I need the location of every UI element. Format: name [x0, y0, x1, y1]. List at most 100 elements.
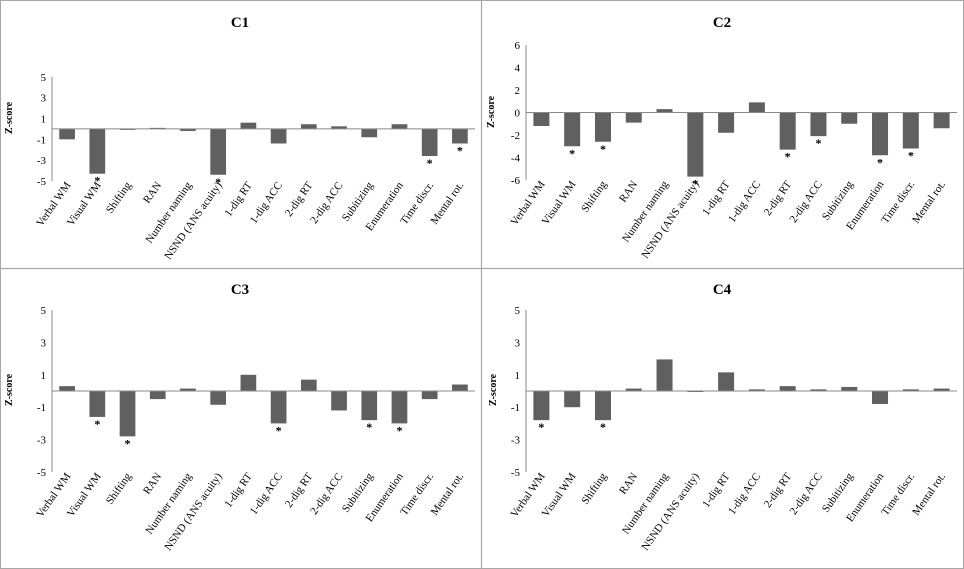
bar-ran: [149, 391, 166, 400]
bar-1-dig-acc: [748, 389, 765, 391]
bar-2-dig-acc: [331, 126, 347, 129]
chart-title: C4: [713, 282, 732, 298]
bar-verbal-wm: [533, 391, 550, 421]
bar-2-dig-rt: [300, 124, 317, 129]
bar-mental-rot-: [452, 384, 468, 391]
significance-marker: *: [600, 142, 606, 156]
bar-number-naming: [656, 109, 673, 113]
y-tick-label: -1: [37, 134, 46, 146]
y-tick-label: -3: [37, 435, 47, 447]
bar-1-dig-rt: [718, 372, 735, 391]
bar-2-dig-rt: [779, 386, 796, 391]
bar-verbal-wm: [59, 386, 75, 391]
y-tick-label: 1: [41, 370, 47, 382]
y-tick-label: 3: [41, 93, 47, 105]
bar-2-dig-rt: [300, 379, 317, 391]
y-tick-label: 1: [515, 370, 521, 382]
bar-number-naming: [180, 388, 196, 391]
bar-subitizing: [841, 386, 858, 391]
chart-title: C1: [231, 15, 249, 31]
y-tick-label: 4: [515, 63, 521, 75]
significance-marker: *: [276, 423, 282, 437]
bar-1-dig-acc: [748, 102, 765, 113]
y-axis-label: Z-score: [488, 373, 499, 406]
bar-verbal-wm: [533, 112, 550, 126]
significance-marker: *: [692, 177, 698, 191]
y-tick-label: 3: [41, 337, 47, 349]
bar-nsnd-ans-acuity-: [210, 128, 227, 175]
y-tick-label: -3: [37, 155, 47, 167]
significance-marker: *: [366, 420, 372, 434]
significance-marker: *: [396, 423, 402, 437]
significance-marker: *: [600, 420, 606, 434]
y-tick-label: 1: [41, 114, 47, 126]
bar-enumeration: [872, 391, 889, 404]
y-axis-label: Z-score: [4, 373, 15, 406]
y-tick-label: 5: [515, 305, 521, 317]
significance-marker: *: [427, 156, 433, 170]
bar-2-dig-rt: [779, 112, 796, 150]
y-axis-label: Z-score: [4, 101, 15, 134]
bar-1-dig-acc: [270, 128, 287, 144]
y-tick-label: -2: [511, 130, 520, 142]
significance-marker: *: [908, 149, 914, 163]
y-tick-label: -1: [511, 402, 520, 414]
significance-marker: *: [569, 146, 575, 160]
bar-ran: [625, 388, 642, 391]
y-tick-label: -3: [511, 435, 521, 447]
bar-time-discr-: [421, 391, 438, 400]
bar-mental-rot-: [452, 128, 468, 144]
bar-2-dig-acc: [810, 389, 827, 391]
significance-marker: *: [785, 150, 791, 164]
bar-time-discr-: [421, 128, 438, 156]
y-tick-label: 6: [515, 40, 521, 52]
bar-visual-wm: [89, 391, 106, 417]
chart-title: C3: [231, 282, 249, 298]
significance-marker: *: [815, 136, 821, 150]
bar-ran: [149, 127, 166, 129]
y-tick-label: -5: [37, 467, 47, 479]
bar-enumeration: [391, 124, 408, 129]
significance-marker: *: [877, 155, 883, 169]
bar-shifting: [119, 391, 136, 437]
bar-1-dig-rt: [240, 122, 257, 129]
bar-visual-wm: [564, 112, 581, 147]
bar-shifting: [594, 112, 611, 142]
y-tick-label: 5: [41, 305, 47, 317]
y-tick-label: 2: [515, 85, 521, 97]
bar-nsnd-ans-acuity-: [687, 112, 704, 177]
bar-subitizing: [361, 128, 378, 138]
y-tick-label: 5: [41, 72, 47, 84]
significance-marker: *: [125, 436, 131, 450]
y-axis-label: Z-score: [486, 95, 497, 128]
bar-visual-wm: [89, 128, 106, 174]
bar-1-dig-rt: [240, 374, 257, 391]
bar-2-dig-acc: [331, 391, 347, 411]
y-tick-label: -6: [511, 175, 521, 187]
bar-1-dig-rt: [718, 112, 735, 133]
y-tick-label: 3: [515, 337, 521, 349]
y-tick-label: -5: [37, 176, 47, 188]
bar-mental-rot-: [933, 388, 950, 391]
bar-number-naming: [656, 359, 673, 391]
bar-enumeration: [872, 112, 889, 156]
y-tick-label: -4: [511, 153, 521, 165]
bar-mental-rot-: [933, 112, 950, 129]
significance-marker: *: [94, 417, 100, 431]
bar-verbal-wm: [59, 128, 75, 140]
significance-marker: *: [215, 175, 221, 189]
bar-visual-wm: [564, 391, 581, 408]
bar-time-discr-: [902, 389, 919, 391]
bar-subitizing: [841, 112, 858, 124]
significance-marker: *: [538, 420, 544, 434]
chart-title: C2: [713, 15, 731, 31]
bar-shifting: [594, 391, 611, 421]
bar-time-discr-: [902, 112, 919, 149]
y-tick-label: -5: [511, 467, 521, 479]
bar-2-dig-acc: [810, 112, 827, 137]
bar-number-naming: [180, 128, 196, 131]
y-tick-label: -1: [37, 402, 46, 414]
significance-marker: *: [457, 144, 463, 158]
bar-1-dig-acc: [270, 391, 287, 424]
